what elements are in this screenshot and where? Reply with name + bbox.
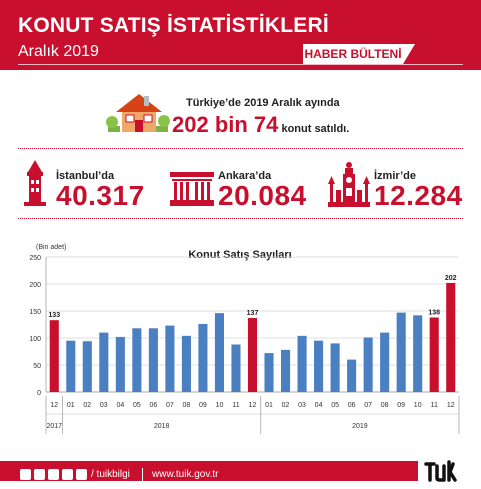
bar <box>347 359 357 392</box>
total-sales-value: 202 bin 74 <box>172 112 279 137</box>
footer-bar: / tuikbilgi www.tuik.gov.tr <box>0 461 418 481</box>
y-tick-label: 250 <box>29 255 41 262</box>
bar <box>82 341 92 392</box>
page-subtitle: Aralık 2019 <box>18 43 99 60</box>
y-unit-label: (Bin adet) <box>36 244 66 251</box>
summary-total: 202 bin 74 konut satıldı. <box>172 112 349 138</box>
x-tick-label: 07 <box>166 402 174 409</box>
bar <box>264 353 274 392</box>
bar <box>198 323 208 392</box>
bar <box>165 325 175 392</box>
tuik-logo <box>424 460 457 482</box>
bar <box>49 320 59 392</box>
x-tick-label: 09 <box>199 402 207 409</box>
city-istanbul-value: 40.317 <box>56 180 145 211</box>
chart-title: Konut Satış Sayıları <box>188 249 291 261</box>
bar <box>363 337 373 392</box>
bar <box>66 340 76 392</box>
divider-bottom <box>18 218 463 219</box>
facebook-icon[interactable] <box>20 469 31 480</box>
bar <box>99 332 109 392</box>
bar <box>396 312 406 392</box>
data-label: 202 <box>445 275 457 282</box>
bar <box>429 317 439 392</box>
y-tick-label: 100 <box>29 336 41 343</box>
x-tick-label: 12 <box>447 402 455 409</box>
x-tick-label: 01 <box>67 402 75 409</box>
bar <box>413 315 423 392</box>
divider-top <box>18 148 463 149</box>
galata-tower-icon <box>24 160 46 206</box>
linkedin-icon[interactable] <box>76 469 87 480</box>
bar <box>380 332 390 392</box>
bar <box>214 313 225 392</box>
x-tick-label: 07 <box>364 402 372 409</box>
x-tick-label: 08 <box>381 402 389 409</box>
x-tick-label: 06 <box>348 402 356 409</box>
total-sales-suffix: konut satıldı. <box>278 123 350 135</box>
city-istanbul-label: İstanbul’da <box>56 170 115 182</box>
x-tick-label: 04 <box>315 402 323 409</box>
bar <box>297 335 307 392</box>
clock-tower-icon <box>328 162 370 207</box>
x-tick-label: 01 <box>265 402 273 409</box>
x-tick-label: 11 <box>232 402 239 409</box>
x-tick-label: 08 <box>183 402 191 409</box>
x-tick-label: 03 <box>100 402 108 409</box>
x-tick-label: 03 <box>298 402 306 409</box>
video-icon[interactable] <box>62 469 73 480</box>
x-tick-label: 04 <box>116 402 124 409</box>
page-title: KONUT SATIŞ İSTATİSTİKLERİ <box>18 14 329 37</box>
sales-bar-chart: Konut Satış Sayıları(Bin adet)0501001502… <box>29 244 460 434</box>
bar <box>181 335 191 392</box>
bulletin-badge: HABER BÜLTENİ <box>303 44 403 64</box>
footer: / tuikbilgi www.tuik.gov.tr <box>0 458 481 489</box>
city-izmir-label: İzmir’de <box>374 170 416 182</box>
x-tick-label: 12 <box>249 402 257 409</box>
header-banner: KONUT SATIŞ İSTATİSTİKLERİ Aralık 2019 H… <box>0 0 481 70</box>
website-link[interactable]: www.tuik.gov.tr <box>152 469 219 480</box>
y-tick-label: 0 <box>37 390 41 397</box>
x-tick-label: 10 <box>414 402 422 409</box>
x-tick-label: 05 <box>133 402 141 409</box>
bar <box>231 344 241 392</box>
x-tick-label: 11 <box>431 402 438 409</box>
year-label: 2018 <box>154 423 170 430</box>
x-tick-label: 12 <box>50 402 58 409</box>
x-tick-label: 05 <box>331 402 339 409</box>
city-ankara-value: 20.084 <box>218 180 307 211</box>
y-tick-label: 200 <box>29 282 41 289</box>
city-izmir-value: 12.284 <box>374 180 463 211</box>
anitkabir-icon <box>170 172 214 206</box>
badge-tail <box>403 44 415 64</box>
data-label: 138 <box>428 309 440 316</box>
bar <box>314 340 324 392</box>
bar <box>247 318 258 392</box>
year-label: 2017 <box>46 423 62 430</box>
data-label: 137 <box>247 310 259 317</box>
bar <box>446 282 456 392</box>
year-label: 2019 <box>352 423 368 430</box>
bar <box>330 343 340 392</box>
house-icon <box>106 94 170 132</box>
data-label: 133 <box>48 312 60 319</box>
bar <box>148 328 158 392</box>
youtube-icon[interactable] <box>48 469 59 480</box>
header-divider <box>18 64 463 65</box>
bar <box>115 336 125 392</box>
city-ankara-label: Ankara’da <box>218 170 272 182</box>
x-tick-label: 09 <box>397 402 405 409</box>
x-tick-label: 10 <box>216 402 224 409</box>
x-tick-label: 06 <box>149 402 157 409</box>
x-tick-label: 02 <box>83 402 91 409</box>
instagram-icon[interactable] <box>34 469 45 480</box>
y-tick-label: 50 <box>33 363 41 370</box>
y-tick-label: 150 <box>29 309 41 316</box>
bar <box>132 328 142 392</box>
bar <box>280 349 291 392</box>
x-tick-label: 02 <box>282 402 290 409</box>
social-handle[interactable]: / tuikbilgi <box>91 469 130 480</box>
summary-intro: Türkiye’de 2019 Aralık ayında <box>186 97 340 109</box>
footer-separator <box>142 468 143 481</box>
